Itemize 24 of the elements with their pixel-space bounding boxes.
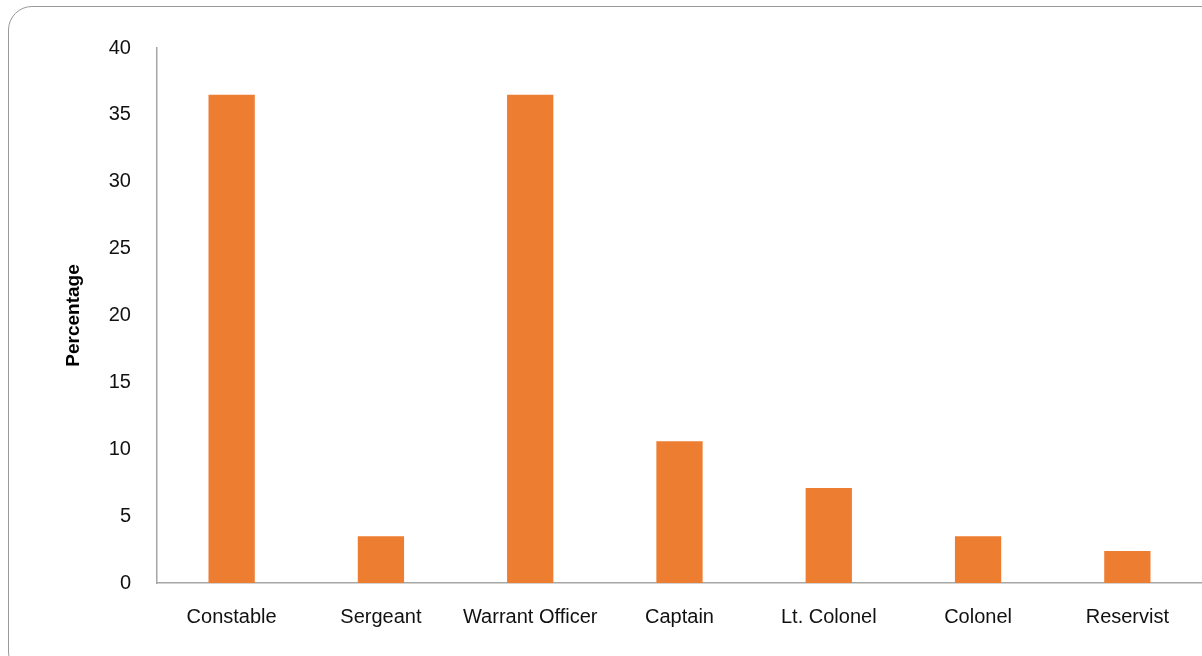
y-tick-label: 35 [108, 102, 131, 125]
bar [954, 536, 1002, 583]
x-tick-label: Reservist [1085, 604, 1170, 627]
bar [208, 94, 255, 583]
bar [805, 488, 852, 583]
y-tick-label: 40 [108, 35, 131, 58]
y-tick-label: 0 [119, 570, 131, 593]
x-tick-label: Sergeant [340, 604, 422, 627]
x-tick-label: Captain [645, 604, 714, 627]
y-axis-title: Percentage [61, 264, 83, 367]
bar [656, 441, 703, 583]
bar [357, 536, 405, 583]
y-tick-label: 10 [108, 436, 131, 459]
y-tick-label: 25 [108, 236, 131, 259]
y-tick-label: 15 [108, 369, 131, 392]
x-tick-label: Constable [186, 604, 277, 627]
y-tick-label: 5 [119, 503, 131, 526]
x-tick-label: Colonel [944, 604, 1012, 627]
bar [507, 94, 554, 583]
bar [1104, 550, 1151, 583]
y-tick-label: 20 [108, 303, 131, 326]
x-tick-label: Warrant Officer [462, 604, 598, 627]
x-tick-label: Lt. Colonel [780, 604, 877, 627]
y-tick-label: 30 [108, 169, 131, 192]
